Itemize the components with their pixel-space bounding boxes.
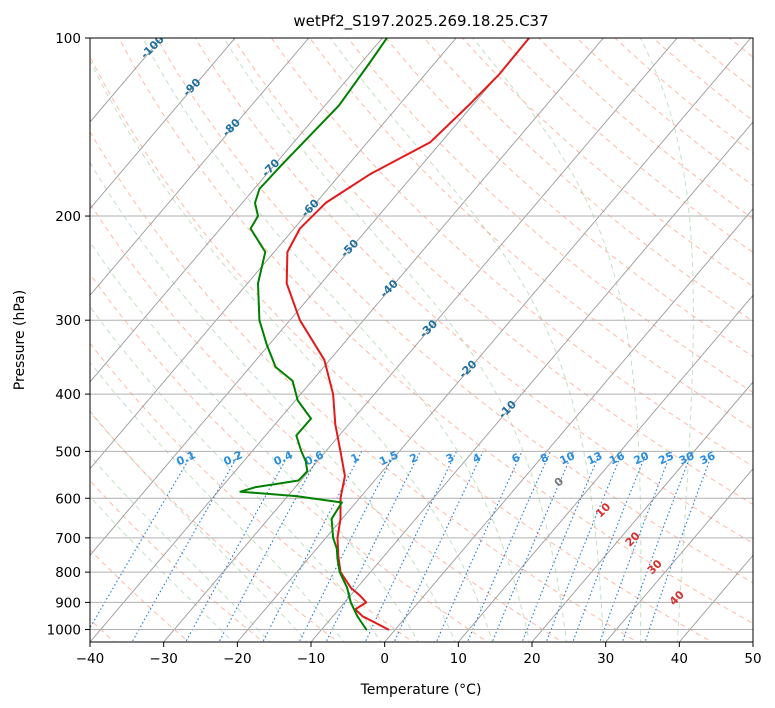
isotherm-line [90, 38, 162, 123]
mixing-ratio-label: 25 [656, 449, 675, 467]
isotherm-line [90, 38, 604, 642]
dry-adiabat-line [156, 38, 753, 584]
mixing-ratio-label: 10 [558, 449, 578, 467]
isotherm-line [90, 38, 457, 470]
dry-adiabat-line [118, 38, 753, 625]
isotherm-line [90, 38, 310, 297]
mixing-ratio-line [262, 451, 363, 642]
plot-frame [89, 37, 754, 643]
mixing-ratio-label: 13 [585, 449, 604, 467]
moist-adiabat-line [142, 38, 530, 642]
x-tick-label: 0 [380, 651, 389, 667]
mixing-ratio-label: 20 [632, 449, 652, 467]
x-tick-label: 40 [671, 651, 688, 667]
isotherm-line [163, 38, 678, 642]
y-tick-label: 700 [55, 531, 81, 547]
mixing-ratio-label: 30 [677, 449, 697, 467]
moist-adiabat-line [472, 38, 642, 642]
isotherm-line [384, 207, 753, 642]
y-tick-label: 500 [55, 444, 81, 460]
moist-adiabat-line [639, 38, 694, 642]
mixing-ratio-line [90, 451, 194, 629]
y-tick-label: 400 [55, 387, 81, 403]
isotherm-line [605, 467, 753, 642]
dry-adiabat-line [270, 38, 753, 467]
moist-adiabat-line [329, 38, 604, 642]
dewpoint-line [239, 38, 388, 631]
mixing-ratio-line [621, 451, 693, 642]
x-axis-label: Temperature (°C) [360, 682, 482, 698]
dry-adiabat-line [194, 38, 753, 544]
y-tick-label: 300 [55, 313, 81, 329]
y-tick-label: 100 [55, 31, 81, 47]
x-tick-label: 30 [597, 651, 614, 667]
pressure-gridlines [90, 38, 753, 630]
mixing-ratio-line [572, 451, 648, 642]
mixing-ratio-label: 36 [698, 449, 718, 467]
dry-adiabat-line [232, 38, 753, 505]
mixing-ratio-label: 16 [607, 449, 627, 467]
dry-adiabat-line [90, 202, 564, 642]
isotherms [90, 38, 753, 642]
isotherm-line [236, 38, 752, 642]
isotherm-line [90, 38, 531, 557]
sounding-profiles [239, 38, 531, 631]
x-tick-label: −10 [297, 651, 326, 667]
x-tick-label: 20 [523, 651, 540, 667]
x-tick-label: 10 [450, 651, 467, 667]
isotherm-line [90, 38, 383, 383]
mixing-ratio-line [298, 451, 396, 642]
x-tick-label: −20 [223, 651, 252, 667]
y-tick-label: 600 [55, 491, 81, 507]
dry-adiabat-line [385, 38, 753, 358]
y-axis-ticks: 1000 900 800 700 600 500 400 300 200 100 [47, 31, 90, 638]
isotherm-line [457, 294, 753, 642]
mixing-ratio-line [491, 451, 574, 642]
x-axis-ticks: −40 −30 −20 −10 0 10 20 30 40 50 [76, 642, 762, 667]
x-tick-label: −40 [76, 651, 105, 667]
mixing-ratio-line [521, 451, 602, 642]
isotherm-line [531, 381, 753, 642]
isotherm-line [310, 121, 753, 642]
mixing-ratio-line [545, 451, 624, 642]
y-tick-label: 900 [55, 595, 81, 611]
temperature-line [285, 38, 531, 631]
dry-adiabat-line [309, 38, 753, 430]
mixing-ratio-line [599, 451, 673, 642]
mixing-ratio-line [393, 451, 484, 642]
chart-title: wetPf2_S197.2025.269.18.25.C37 [293, 12, 548, 31]
mixing-ratio-line [644, 451, 714, 642]
y-axis-label: Pressure (hPa) [12, 290, 28, 390]
y-tick-label: 800 [55, 565, 81, 581]
isotherm-line [90, 38, 236, 210]
x-tick-label: 50 [744, 651, 761, 667]
y-tick-label: 1000 [47, 622, 81, 638]
dry-adiabat-line [461, 38, 753, 288]
dry-adiabat-line [90, 130, 639, 642]
moist-adiabat-line [90, 59, 493, 642]
x-tick-label: −30 [149, 651, 178, 667]
mixing-ratio-line [364, 451, 457, 642]
y-tick-label: 200 [55, 209, 81, 225]
